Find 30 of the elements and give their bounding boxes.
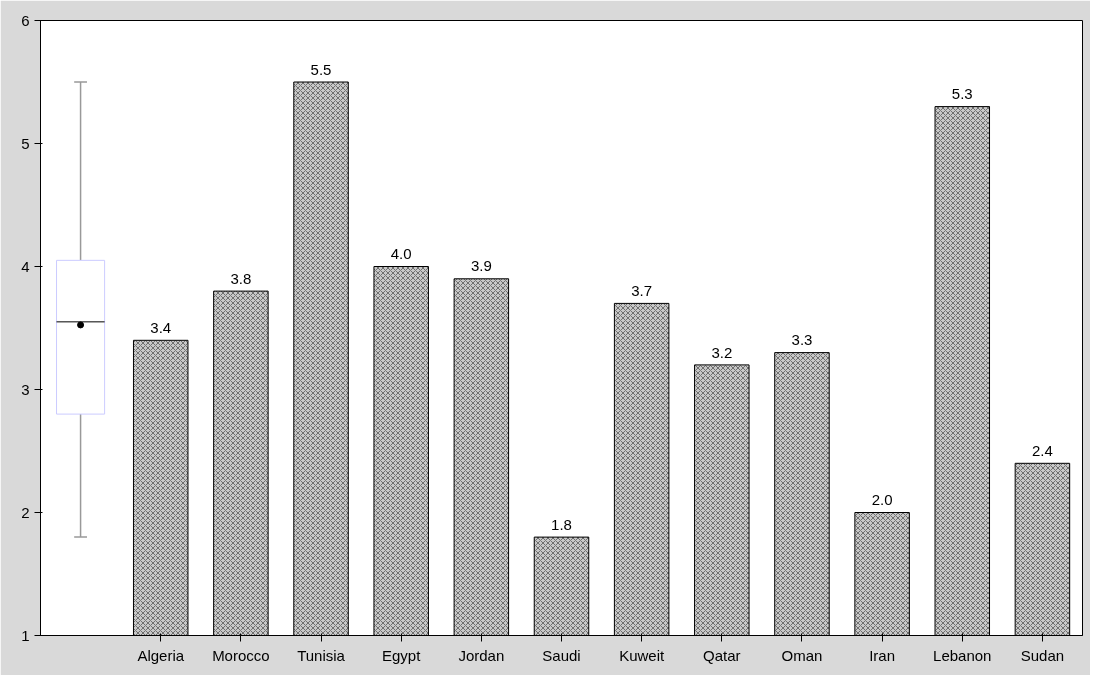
x-tick-label: Morocco <box>212 646 270 664</box>
x-tick-label: Egypt <box>382 646 422 664</box>
x-tick-label: Lebanon <box>933 646 992 664</box>
x-tick-label: Sudan <box>1020 646 1065 664</box>
data-label: 3.2 <box>711 343 733 361</box>
data-label: 3.3 <box>791 331 813 349</box>
data-label: 3.7 <box>631 282 653 300</box>
y-tick-label: 1 <box>21 626 30 644</box>
data-label: 1.8 <box>551 515 572 533</box>
data-label: 5.5 <box>310 60 332 78</box>
y-tick-label: 2 <box>21 503 30 521</box>
data-label: 5.3 <box>951 85 973 103</box>
y-tick-label: 4 <box>21 257 30 275</box>
x-tick-label: Saudi <box>542 646 581 664</box>
y-tick-label: 3 <box>21 380 30 398</box>
x-tick-label: Oman <box>781 646 823 664</box>
data-label: 3.9 <box>470 257 492 275</box>
y-tick-label: 6 <box>21 11 30 29</box>
x-tick-label: Qatar <box>703 646 741 664</box>
data-label: 2.0 <box>871 491 893 509</box>
data-label: 3.8 <box>230 269 252 287</box>
data-label: 3.4 <box>150 318 172 336</box>
x-tick-label: Jordan <box>458 646 505 664</box>
data-label: 2.4 <box>1032 441 1053 459</box>
x-tick-label: Algeria <box>137 646 185 664</box>
x-tick-label: Tunisia <box>297 646 346 664</box>
x-tick-label: Iran <box>869 646 896 664</box>
data-label: 4.0 <box>390 245 412 263</box>
y-tick-label: 5 <box>21 134 30 152</box>
x-tick-label: Kuweit <box>619 646 665 664</box>
